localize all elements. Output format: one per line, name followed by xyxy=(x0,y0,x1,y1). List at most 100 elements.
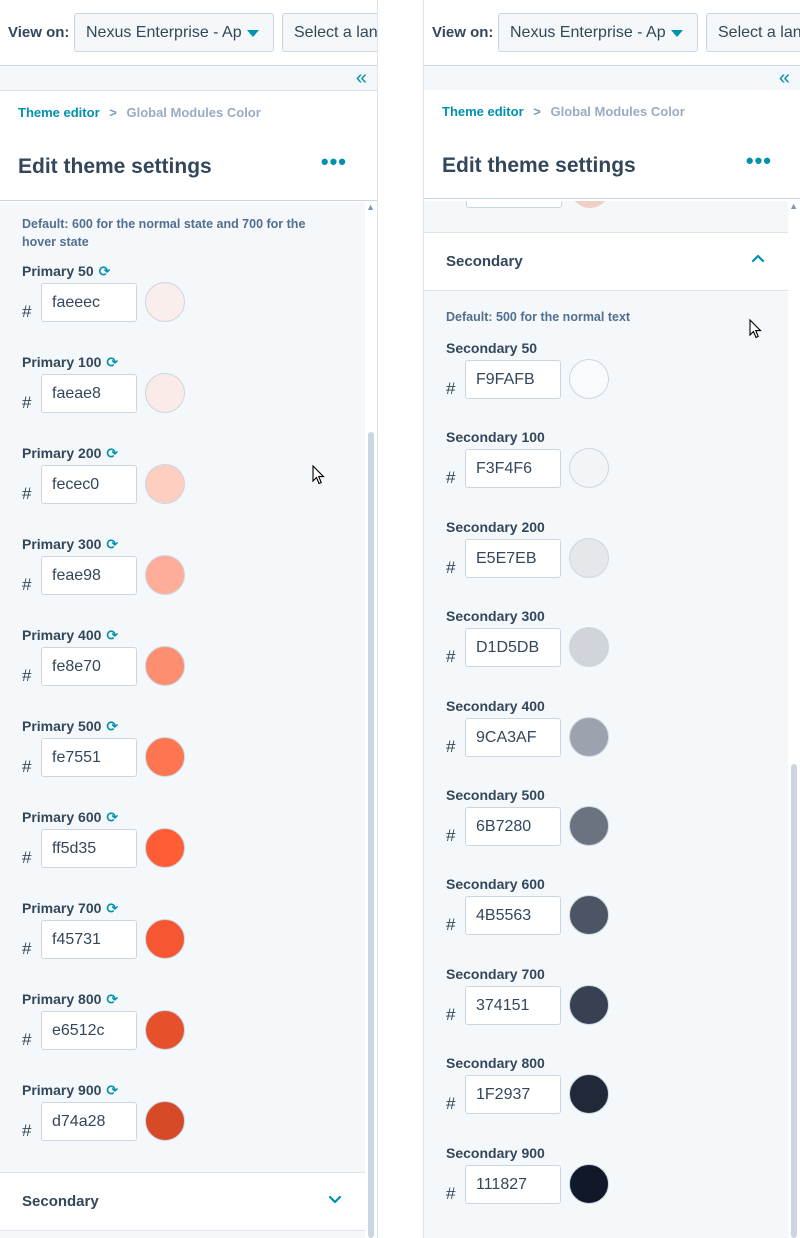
hex-input[interactable]: 4B5563 xyxy=(465,896,561,936)
reset-icon[interactable]: ⟳ xyxy=(106,627,119,643)
color-swatch[interactable] xyxy=(569,359,609,399)
breadcrumb-theme-editor-link[interactable]: Theme editor xyxy=(442,104,524,119)
hex-input[interactable]: faeae8 xyxy=(41,374,137,413)
color-label: Secondary 700 xyxy=(446,966,545,982)
view-on-select[interactable]: Nexus Enterprise - Ap xyxy=(74,13,274,52)
collapse-sidebar-icon[interactable]: « xyxy=(355,67,367,89)
view-on-value: Nexus Enterprise - Ap xyxy=(510,24,666,41)
language-select[interactable]: Select a lan xyxy=(282,13,377,52)
reset-icon[interactable]: ⟳ xyxy=(106,991,119,1007)
more-options-icon[interactable]: ••• xyxy=(745,148,772,173)
color-swatch[interactable] xyxy=(569,984,609,1025)
page-title: Edit theme settings xyxy=(442,154,636,177)
hex-input[interactable]: D1D5DB xyxy=(465,628,561,668)
hex-input[interactable]: 6B7280 xyxy=(465,807,561,846)
color-swatch[interactable] xyxy=(145,1101,185,1141)
scroll-up-icon[interactable]: ▲ xyxy=(789,201,798,211)
color-swatch[interactable] xyxy=(569,716,609,757)
color-label-text: Secondary 600 xyxy=(446,876,545,893)
color-swatch[interactable] xyxy=(569,448,609,489)
page-title: Edit theme settings xyxy=(18,155,212,178)
hex-input[interactable]: feae98 xyxy=(41,556,137,595)
color-label-text: Primary 300 xyxy=(22,536,102,552)
color-swatch[interactable] xyxy=(569,1074,609,1115)
accordion-title: Secondary xyxy=(22,1193,99,1210)
hash-symbol: # xyxy=(22,757,32,776)
color-label-text: Secondary 800 xyxy=(446,1055,545,1072)
language-select[interactable]: Select a lan xyxy=(706,13,800,52)
hex-input[interactable]: e6512c xyxy=(41,1011,137,1050)
hex-input[interactable]: ff5d35 xyxy=(41,829,137,868)
hex-input[interactable]: F9FAFB xyxy=(465,360,561,399)
reset-icon[interactable]: ⟳ xyxy=(106,536,119,552)
color-swatch[interactable] xyxy=(569,895,609,936)
color-swatch[interactable] xyxy=(145,373,185,413)
color-swatch[interactable] xyxy=(145,919,185,959)
hex-input[interactable]: faeeec xyxy=(41,283,137,322)
color-label-text: Secondary 400 xyxy=(446,697,545,714)
color-swatch[interactable] xyxy=(145,555,185,595)
reset-icon[interactable]: ⟳ xyxy=(106,354,119,370)
color-swatch[interactable] xyxy=(569,627,609,668)
secondary-accordion-header[interactable]: Secondary xyxy=(0,1172,365,1231)
default-hint: Default: 500 for the normal text xyxy=(446,310,631,324)
scrollbar[interactable]: ▲ xyxy=(788,201,800,1238)
partial-color-swatch[interactable] xyxy=(570,201,610,208)
color-label-text: Primary 900 xyxy=(22,1082,102,1098)
reset-icon[interactable]: ⟳ xyxy=(106,809,119,825)
color-label: Secondary 900 xyxy=(446,1145,545,1161)
color-row: Primary 500 ⟳ # fe7551 xyxy=(22,718,352,809)
scrollbar-thumb[interactable] xyxy=(791,764,797,1238)
more-options-icon[interactable]: ••• xyxy=(320,149,347,174)
reset-icon[interactable]: ⟳ xyxy=(106,1082,119,1098)
color-row: Secondary 400 #9CA3AF xyxy=(446,698,776,787)
scroll-up-icon[interactable]: ▲ xyxy=(366,202,375,212)
color-swatch[interactable] xyxy=(569,537,609,578)
color-swatch[interactable] xyxy=(145,282,185,322)
color-swatch[interactable] xyxy=(569,1163,609,1204)
hex-input[interactable]: fe8e70 xyxy=(41,647,137,686)
hex-input[interactable]: 1F2937 xyxy=(465,1075,561,1115)
hex-input[interactable]: f45731 xyxy=(41,920,137,959)
color-label-text: Secondary 700 xyxy=(446,965,545,982)
hex-input[interactable]: fecec0 xyxy=(41,465,137,504)
color-label: Primary 600 ⟳ xyxy=(22,809,118,826)
hash-symbol: # xyxy=(22,1030,32,1049)
color-row: Secondary 300 # D1D5DB xyxy=(446,608,776,697)
scrollbar-thumb[interactable] xyxy=(368,432,374,1238)
reset-icon[interactable]: ⟳ xyxy=(106,900,119,916)
color-swatch[interactable] xyxy=(145,646,185,686)
hex-input[interactable]: d74a28 xyxy=(41,1102,137,1141)
chevron-down-icon xyxy=(328,1195,342,1204)
chevron-up-icon xyxy=(751,254,765,263)
hex-input[interactable]: E5E7EB xyxy=(465,538,561,578)
color-swatch[interactable] xyxy=(145,1010,185,1050)
collapse-sidebar-icon[interactable]: « xyxy=(778,67,790,89)
reset-icon[interactable]: ⟳ xyxy=(98,263,111,279)
color-swatch[interactable] xyxy=(145,828,185,868)
view-on-select[interactable]: Nexus Enterprise - Ap xyxy=(498,13,698,52)
color-swatch[interactable] xyxy=(569,806,609,846)
reset-icon[interactable]: ⟳ xyxy=(106,718,119,734)
color-swatch[interactable] xyxy=(145,464,185,504)
mouse-cursor-icon xyxy=(312,465,325,485)
color-label-text: Primary 800 xyxy=(22,991,102,1007)
hex-input[interactable]: 374151 xyxy=(465,985,561,1025)
reset-icon[interactable]: ⟳ xyxy=(106,445,119,461)
color-row: Primary 300 ⟳ # feae98 xyxy=(22,536,352,627)
partial-hex-input[interactable] xyxy=(466,201,562,208)
color-label-text: Primary 400 xyxy=(22,627,102,643)
color-swatch[interactable] xyxy=(145,737,185,777)
scrollbar[interactable]: ▲ xyxy=(365,202,377,1238)
hex-input[interactable]: 111827 xyxy=(465,1164,561,1204)
hash-symbol: # xyxy=(446,647,456,667)
hex-input[interactable]: F3F4F6 xyxy=(465,449,561,489)
hex-input[interactable]: fe7551 xyxy=(41,738,137,777)
color-label: Primary 800 ⟳ xyxy=(22,991,118,1008)
secondary-accordion-header[interactable]: Secondary xyxy=(424,232,788,291)
breadcrumb-theme-editor-link[interactable]: Theme editor xyxy=(18,105,100,120)
default-hint: Default: 600 for the normal state and 70… xyxy=(22,217,306,249)
hex-input[interactable]: 9CA3AF xyxy=(465,717,561,757)
hash-symbol: # xyxy=(22,393,32,412)
color-label-text: Secondary 200 xyxy=(446,518,545,535)
